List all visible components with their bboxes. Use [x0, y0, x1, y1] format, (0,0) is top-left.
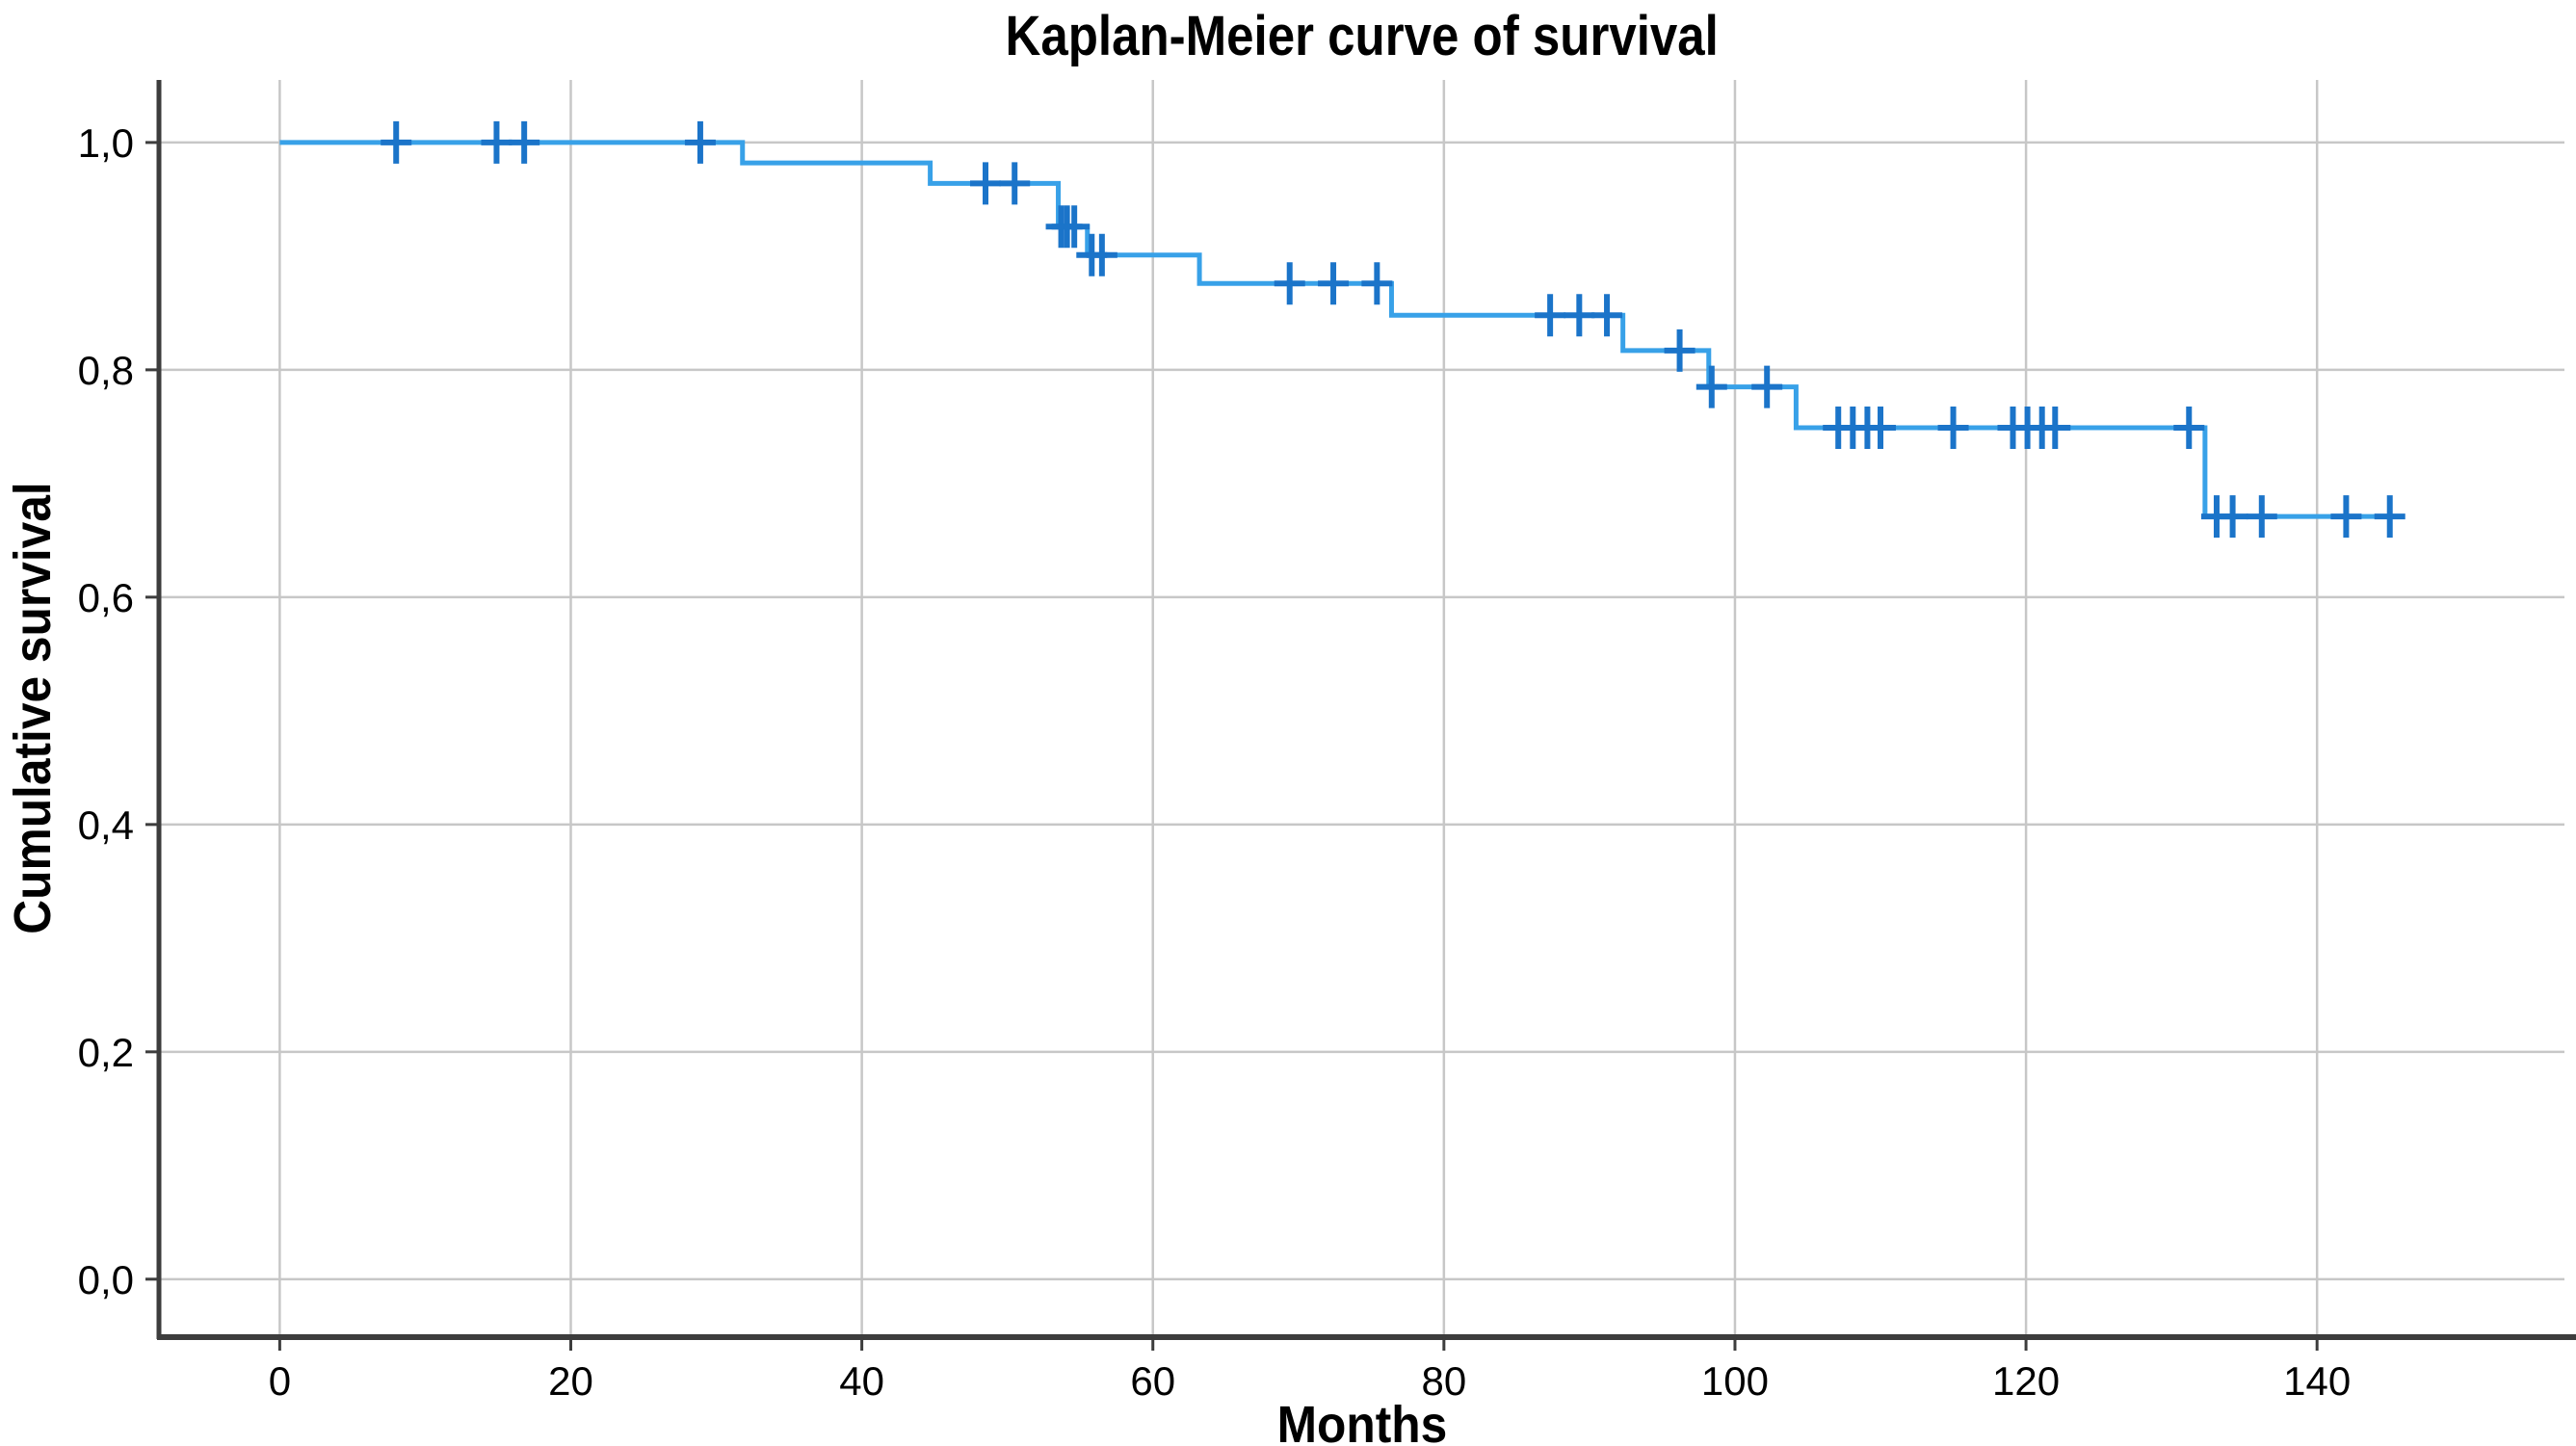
y-tick-label: 0,8 — [78, 348, 134, 393]
y-tick-label: 0,2 — [78, 1030, 134, 1075]
y-tick-label: 0,4 — [78, 802, 134, 848]
x-tick-label: 60 — [1130, 1358, 1175, 1404]
y-tick-label: 0,6 — [78, 575, 134, 620]
y-tick-label: 0,0 — [78, 1257, 134, 1302]
chart-title-text: Kaplan-Meier curve of survival — [1005, 5, 1719, 67]
x-tick-label: 0 — [269, 1358, 291, 1404]
x-axis-title-text: Months — [1276, 1396, 1447, 1446]
x-tick-label: 100 — [1701, 1358, 1769, 1404]
chart-title: Kaplan-Meier curve of survival — [159, 4, 2564, 68]
y-tick-label: 1,0 — [78, 120, 134, 166]
survival-curve — [279, 140, 2402, 519]
x-tick-label: 140 — [2283, 1358, 2351, 1404]
x-tick-label: 20 — [548, 1358, 593, 1404]
x-axis-title: Months — [159, 1395, 2564, 1446]
x-tick-label: 120 — [1992, 1358, 2060, 1404]
x-tick-label: 40 — [839, 1358, 884, 1404]
x-tick-label: 80 — [1421, 1358, 1466, 1404]
